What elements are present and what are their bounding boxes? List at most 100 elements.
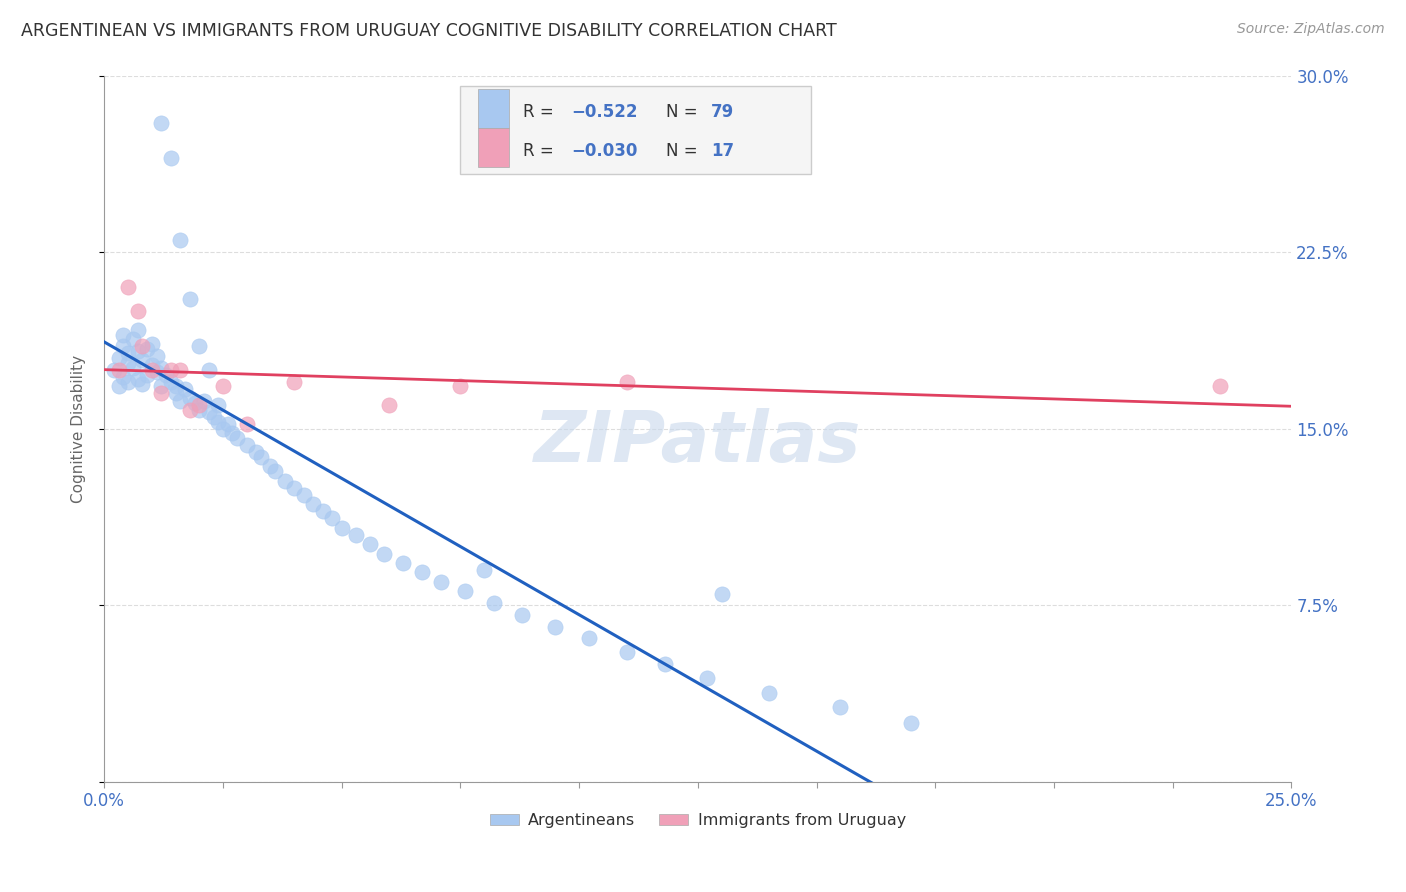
Point: [226, 431, 249, 445]
Text: Source: ZipAtlas.com: Source: ZipAtlas.com: [1237, 22, 1385, 37]
Point: [179, 403, 201, 417]
Point: [454, 584, 477, 599]
Point: [165, 379, 187, 393]
Point: [150, 379, 173, 393]
Point: [107, 363, 129, 377]
Point: [616, 375, 638, 389]
Point: [169, 363, 191, 377]
Point: [127, 304, 149, 318]
Point: [150, 360, 173, 375]
Point: [112, 370, 135, 384]
Text: R =: R =: [523, 103, 560, 121]
Point: [292, 488, 315, 502]
Point: [378, 398, 401, 412]
Point: [136, 342, 159, 356]
Point: [207, 398, 229, 412]
Point: [235, 438, 257, 452]
Point: [159, 151, 181, 165]
Point: [117, 375, 139, 389]
Point: [188, 398, 211, 412]
Bar: [478, 128, 509, 167]
Point: [179, 292, 201, 306]
Point: [112, 339, 135, 353]
Point: [188, 403, 211, 417]
Point: [188, 339, 211, 353]
Text: 17: 17: [711, 143, 734, 161]
Point: [159, 375, 181, 389]
Point: [145, 365, 167, 379]
Point: [136, 368, 159, 382]
Point: [312, 504, 335, 518]
Text: −0.522: −0.522: [571, 103, 637, 121]
Point: [131, 353, 153, 368]
Point: [159, 363, 181, 377]
Point: [578, 632, 600, 646]
Bar: [478, 89, 509, 128]
Point: [117, 280, 139, 294]
FancyBboxPatch shape: [460, 87, 811, 175]
Text: N =: N =: [666, 143, 703, 161]
Point: [283, 375, 305, 389]
Point: [131, 377, 153, 392]
Point: [274, 474, 297, 488]
Text: −0.030: −0.030: [571, 143, 637, 161]
Point: [359, 537, 381, 551]
Point: [127, 344, 149, 359]
Point: [141, 363, 163, 377]
Point: [141, 337, 163, 351]
Point: [411, 566, 433, 580]
Point: [127, 372, 149, 386]
Point: [117, 346, 139, 360]
Point: [150, 386, 173, 401]
Point: [283, 481, 305, 495]
Text: ZIPatlas: ZIPatlas: [534, 409, 862, 477]
Point: [264, 464, 287, 478]
Point: [212, 379, 235, 393]
Legend: Argentineans, Immigrants from Uruguay: Argentineans, Immigrants from Uruguay: [484, 806, 912, 834]
Point: [472, 563, 495, 577]
Point: [121, 360, 143, 375]
Point: [103, 363, 125, 377]
Point: [197, 405, 219, 419]
Point: [155, 368, 177, 382]
Point: [165, 386, 187, 401]
Point: [145, 349, 167, 363]
Point: [392, 556, 415, 570]
Point: [900, 716, 922, 731]
Point: [107, 351, 129, 365]
Point: [179, 391, 201, 405]
Point: [212, 422, 235, 436]
Point: [245, 445, 267, 459]
Y-axis label: Cognitive Disability: Cognitive Disability: [72, 355, 86, 503]
Point: [302, 497, 325, 511]
Point: [131, 339, 153, 353]
Point: [193, 393, 215, 408]
Point: [217, 417, 239, 431]
Text: R =: R =: [523, 143, 560, 161]
Point: [250, 450, 273, 464]
Text: 79: 79: [711, 103, 734, 121]
Point: [150, 115, 173, 129]
Point: [259, 459, 281, 474]
Point: [174, 382, 197, 396]
Point: [207, 415, 229, 429]
Point: [430, 574, 453, 589]
Point: [710, 586, 733, 600]
Point: [373, 547, 395, 561]
Point: [758, 685, 780, 699]
Point: [197, 363, 219, 377]
Point: [830, 699, 852, 714]
Point: [183, 396, 205, 410]
Point: [510, 607, 533, 622]
Point: [696, 672, 718, 686]
Text: ARGENTINEAN VS IMMIGRANTS FROM URUGUAY COGNITIVE DISABILITY CORRELATION CHART: ARGENTINEAN VS IMMIGRANTS FROM URUGUAY C…: [21, 22, 837, 40]
Point: [127, 323, 149, 337]
Point: [330, 521, 353, 535]
Point: [121, 332, 143, 346]
Point: [482, 596, 505, 610]
Point: [117, 356, 139, 370]
Point: [221, 426, 243, 441]
Point: [344, 527, 367, 541]
Point: [616, 645, 638, 659]
Point: [321, 511, 343, 525]
